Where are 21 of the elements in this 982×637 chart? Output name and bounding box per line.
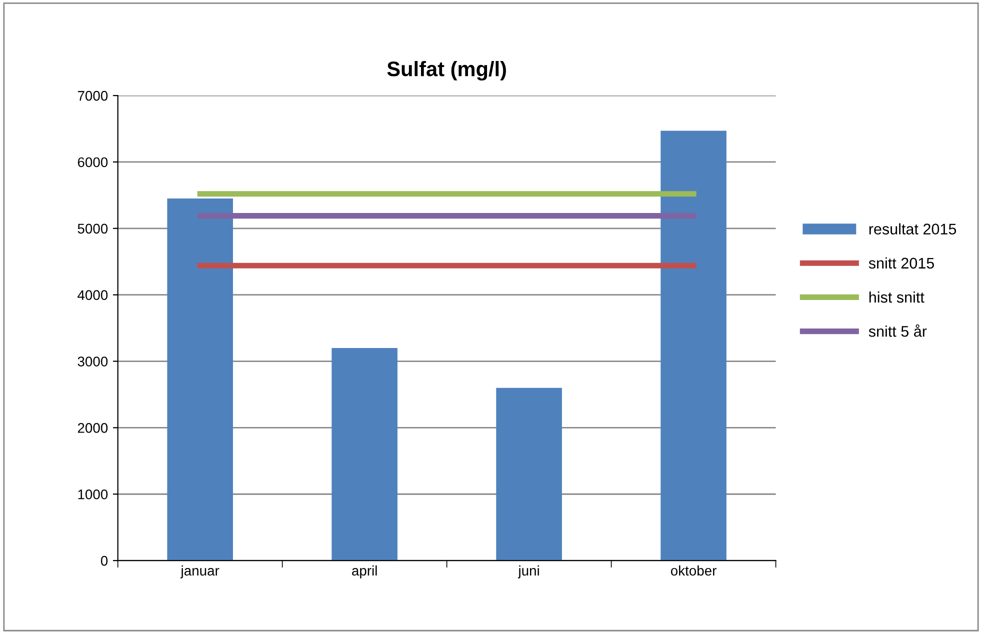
- y-tick-label: 4000: [78, 290, 108, 300]
- legend-label: resultat 2015: [869, 223, 956, 234]
- y-tick-label: 7000: [78, 90, 108, 101]
- x-tick-label: januar: [180, 565, 220, 578]
- x-tick-label: juni: [518, 565, 539, 578]
- y-tick-label: 6000: [78, 157, 108, 168]
- bar: [332, 348, 398, 561]
- y-tick-label: 3000: [78, 356, 108, 366]
- y-tick-label: 5000: [78, 224, 108, 234]
- bar: [496, 388, 562, 561]
- bar: [660, 130, 726, 561]
- legend-label: snitt 2015: [868, 257, 934, 269]
- y-tick-label: 2000: [78, 423, 108, 433]
- x-tick-label: april: [352, 565, 377, 578]
- y-tick-label: 0: [100, 556, 108, 566]
- legend-label: hist snitt: [869, 291, 924, 303]
- x-tick-label: oktober: [670, 565, 716, 576]
- chart-title: Sulfat (mg/l): [387, 61, 506, 81]
- y-tick-label: 1000: [78, 489, 108, 500]
- legend-label: snitt 5 år: [868, 324, 927, 337]
- bar: [167, 198, 233, 561]
